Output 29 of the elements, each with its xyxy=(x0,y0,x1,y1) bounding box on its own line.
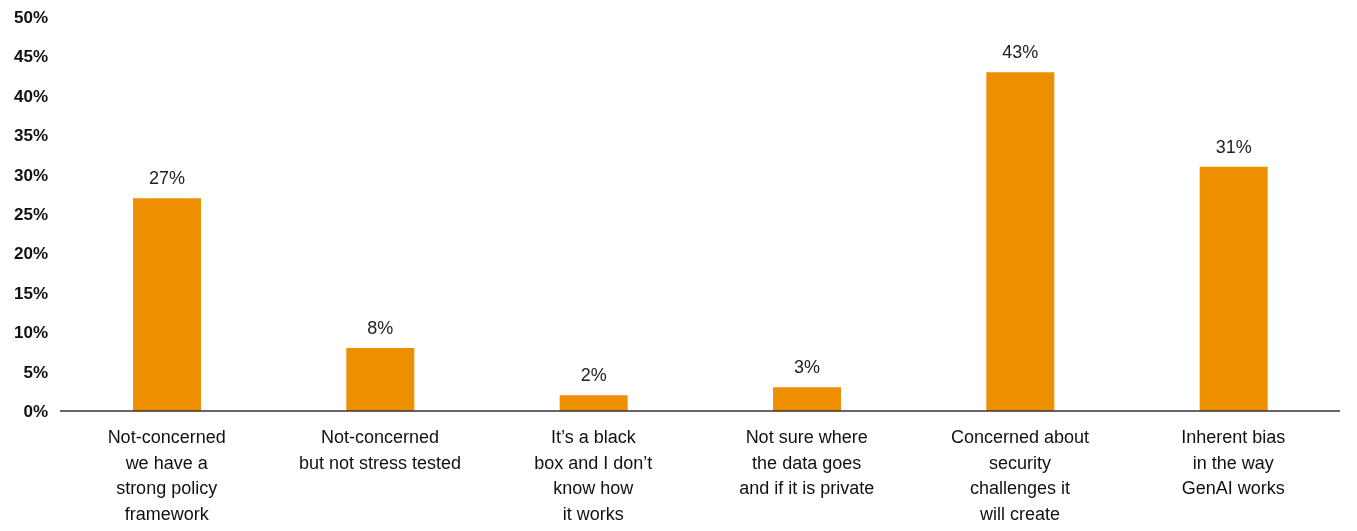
y-tick-label: 0% xyxy=(23,402,48,422)
data-label: 31% xyxy=(1215,136,1252,157)
x-tick-label: Not-concerned but not stress tested xyxy=(298,427,462,473)
y-tick-label: 30% xyxy=(13,165,48,185)
bar xyxy=(133,198,201,411)
y-tick-label: 45% xyxy=(13,47,48,67)
data-label: 43% xyxy=(1002,42,1039,63)
data-label: 8% xyxy=(367,317,394,338)
y-tick-label: 40% xyxy=(13,86,48,106)
y-tick-label: 50% xyxy=(13,8,48,28)
y-tick-label: 25% xyxy=(13,205,48,225)
x-tick-label: Inherent bias in the way GenAI works xyxy=(1181,427,1286,498)
data-label: 3% xyxy=(793,357,821,378)
bar xyxy=(1199,166,1268,411)
y-tick-label: 10% xyxy=(13,323,48,343)
bar xyxy=(773,387,841,411)
bar xyxy=(346,347,415,411)
y-tick-label: 35% xyxy=(13,126,48,146)
y-tick-label: 5% xyxy=(23,362,48,382)
x-tick-label: Not-concerned we have a strong policy framework xyxy=(107,427,226,524)
x-tick-label: Not sure where the data goes and if it is private xyxy=(739,427,875,498)
bar xyxy=(559,395,628,411)
x-tick-label: It’s a black box and I don’t know how it works xyxy=(534,427,653,524)
data-label: 2% xyxy=(580,365,607,386)
x-tick-label: Concerned about security challenges it will create xyxy=(950,427,1090,524)
data-label: 27% xyxy=(148,168,186,189)
bar xyxy=(986,72,1055,411)
y-tick-label: 15% xyxy=(13,283,48,303)
y-tick-label: 20% xyxy=(13,244,48,264)
